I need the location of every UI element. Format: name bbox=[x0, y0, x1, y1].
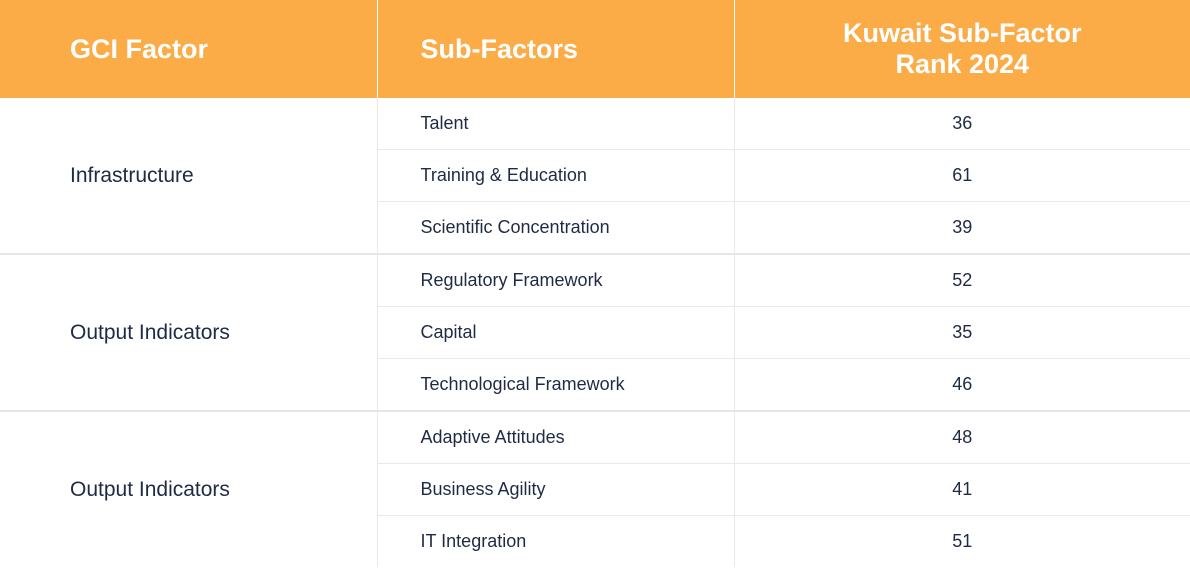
subfactor-cell: Adaptive Attitudes bbox=[377, 411, 735, 464]
table-row: Business Agility 41 bbox=[0, 463, 1190, 516]
factor-cell: Output Indicators bbox=[0, 254, 378, 412]
table-row: Infrastructure Talent 36 bbox=[0, 98, 1190, 255]
header-kuwait-rank: Kuwait Sub-Factor Rank 2024 bbox=[734, 0, 1190, 98]
subfactor-cell: Capital bbox=[377, 306, 735, 359]
factor-cell: Output Indicators bbox=[0, 411, 378, 567]
header-sub-factors: Sub-Factors bbox=[377, 0, 735, 98]
subfactor-cell: Training & Education bbox=[377, 149, 735, 202]
table-row: IT Integration 51 bbox=[0, 515, 1190, 567]
table-row: Capital 35 bbox=[0, 306, 1190, 359]
header-kuwait-rank-line2: Rank 2024 bbox=[895, 49, 1030, 79]
table-body: Infrastructure Talent 36 Training & Educ… bbox=[0, 98, 1190, 567]
rank-cell: 51 bbox=[952, 531, 973, 551]
table-row: Scientific Concentration 39 bbox=[0, 201, 1190, 255]
rank-cell: 52 bbox=[734, 254, 1190, 307]
subfactor-cell: Scientific Concentration bbox=[377, 201, 735, 255]
table-row: Output Indicators Adaptive Attitudes 48 bbox=[0, 411, 1190, 567]
rank-cell: 41 bbox=[734, 463, 1190, 516]
subfactor-cell: Business Agility bbox=[377, 463, 735, 516]
rank-cell: 48 bbox=[734, 411, 1190, 464]
subfactor-cell: Regulatory Framework bbox=[377, 254, 735, 307]
rank-cell: 39 bbox=[734, 201, 1190, 255]
subfactor-cell: Talent bbox=[377, 98, 735, 150]
subfactor-cell: IT Integration bbox=[377, 515, 735, 567]
header-kuwait-rank-line1: Kuwait Sub-Factor bbox=[842, 18, 1082, 48]
factor-cell: Infrastructure bbox=[0, 98, 378, 255]
rank-cell: 35 bbox=[734, 306, 1190, 359]
header-row: GCI Factor Sub-Factors Kuwait Sub-Factor… bbox=[0, 0, 1190, 98]
table-row: Training & Education 61 bbox=[0, 149, 1190, 202]
rank-cell: 36 bbox=[734, 98, 1190, 150]
table-row: Technological Framework 46 bbox=[0, 358, 1190, 412]
header-gci-factor: GCI Factor bbox=[0, 0, 378, 98]
rank-cell: 46 bbox=[734, 358, 1190, 412]
table-row: Output Indicators Regulatory Framework 5… bbox=[0, 254, 1190, 412]
rank-cell: 61 bbox=[734, 149, 1190, 202]
subfactor-cell: Technological Framework bbox=[377, 358, 735, 412]
table-header: GCI Factor Sub-Factors Kuwait Sub-Factor… bbox=[0, 0, 1190, 98]
